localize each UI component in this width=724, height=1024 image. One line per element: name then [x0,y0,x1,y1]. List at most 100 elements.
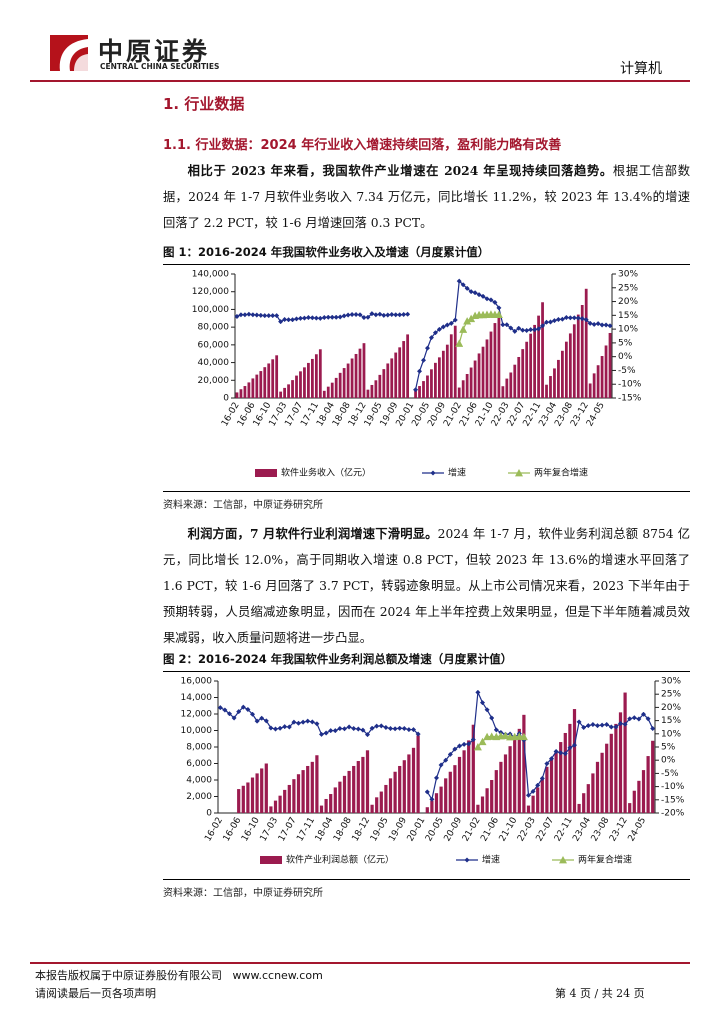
legend-label: 两年复合增速 [578,854,632,866]
bar [310,761,314,813]
bar [596,365,600,398]
bar [292,779,296,813]
bar [267,363,271,398]
legend-label: 两年复合增速 [534,467,588,479]
bar [235,392,239,398]
figure-source: 资料来源：工信部，中原证券研究所 [163,879,690,899]
bar [503,754,508,813]
y-tick-label: 120,000 [192,287,229,297]
bar [283,387,286,398]
bar [287,384,290,398]
bar [461,380,465,398]
bar [350,358,354,398]
bar [315,755,319,813]
y-tick-label: 25% [661,690,681,700]
heading-2: 1.1. 行业数据：2024 年行业收入增速持续回落，盈利能力略有改善 [163,138,562,153]
bar [279,391,283,398]
bar [618,712,623,813]
bar [314,354,318,398]
bar [489,331,493,398]
paragraph-text: 根据工信部数据，2024 年 1-7 月软件业务收入 7.34 万亿元，同比增长… [163,164,690,230]
bar [564,341,568,398]
bar [445,344,449,398]
bar [473,360,477,398]
legend-swatch [255,469,277,477]
bar [608,332,612,398]
line-series [473,731,528,751]
bar [347,770,351,813]
copyright: 本报告版权属于中原证券股份有限公司 [35,969,222,982]
y-tick-label: 16,000 [181,677,213,687]
header-rule [30,80,690,82]
bar [394,352,398,398]
bar [517,356,521,398]
y-tick-label: 2,000 [186,792,212,802]
y-tick-label: -5% [661,769,679,779]
bar [540,777,544,813]
legend-label: 软件业务收入（亿元） [281,467,371,479]
bar [480,796,485,813]
bar [269,806,273,813]
bar [490,780,494,813]
chart: 0 2,000 4,000 6,000 8,000 10,000 12,000 14,000 1… [181,677,685,866]
bar [467,740,471,813]
bar [525,341,529,398]
bar [354,353,358,398]
bar [382,369,386,398]
bar [296,774,301,813]
bar [485,788,489,813]
bar [563,732,567,813]
bar [536,787,540,813]
bar [434,793,439,813]
paragraph-lead: 利润方面，7 月软件行业利润增速下滑明显。 [187,526,438,541]
bar [366,389,370,398]
y-tick-label: 25% [618,283,638,293]
bar [526,805,531,813]
bar [549,376,552,398]
bar [522,714,526,813]
bar [545,766,549,813]
bar [549,758,554,813]
bar [241,785,245,813]
bar [469,367,473,398]
paragraph-lead: 相比于 2023 年来看，我国软件产业增速在 2024 年呈现持续回落趋势。 [187,163,613,178]
y-tick-label: 10% [618,325,638,335]
bar [398,765,402,813]
bar [457,756,462,813]
section-label: 计算机 [620,61,662,77]
bar [301,770,305,813]
heading-1: 1. 行业数据 [163,95,245,113]
paragraph: 相比于 2023 年来看，我国软件产业增速在 2024 年呈现持续回落趋势。根据… [163,158,690,236]
bar [375,797,379,813]
y-tick-label: 6,000 [186,759,212,769]
footer-rule [30,962,690,964]
figure-caption: 图 1：2016-2024 年我国软件业务收入及增速（月度累计值） [163,244,690,265]
bar [251,378,255,398]
bar [493,323,497,398]
y-tick-label: 5% [661,743,676,753]
bar [263,367,267,398]
bar [299,371,302,398]
bar [384,784,388,813]
bar [628,803,632,813]
bar [568,333,572,398]
bar [572,709,577,813]
bar [416,735,420,813]
bar [444,778,448,813]
bar [386,363,390,398]
bar [365,750,370,813]
bar [255,773,259,813]
website: www.ccnew.com [232,969,323,982]
bar [600,752,604,813]
line-series [455,310,503,347]
bar [434,362,437,398]
bar [604,345,608,398]
y-tick-label: 80,000 [198,323,230,333]
bar [271,359,275,398]
bar [605,743,609,813]
footer-notice: 请阅读最后一页各项声明 [35,987,156,1000]
bar [609,733,613,813]
bar [541,302,544,398]
x-tick-label: 24-05 [627,816,649,844]
